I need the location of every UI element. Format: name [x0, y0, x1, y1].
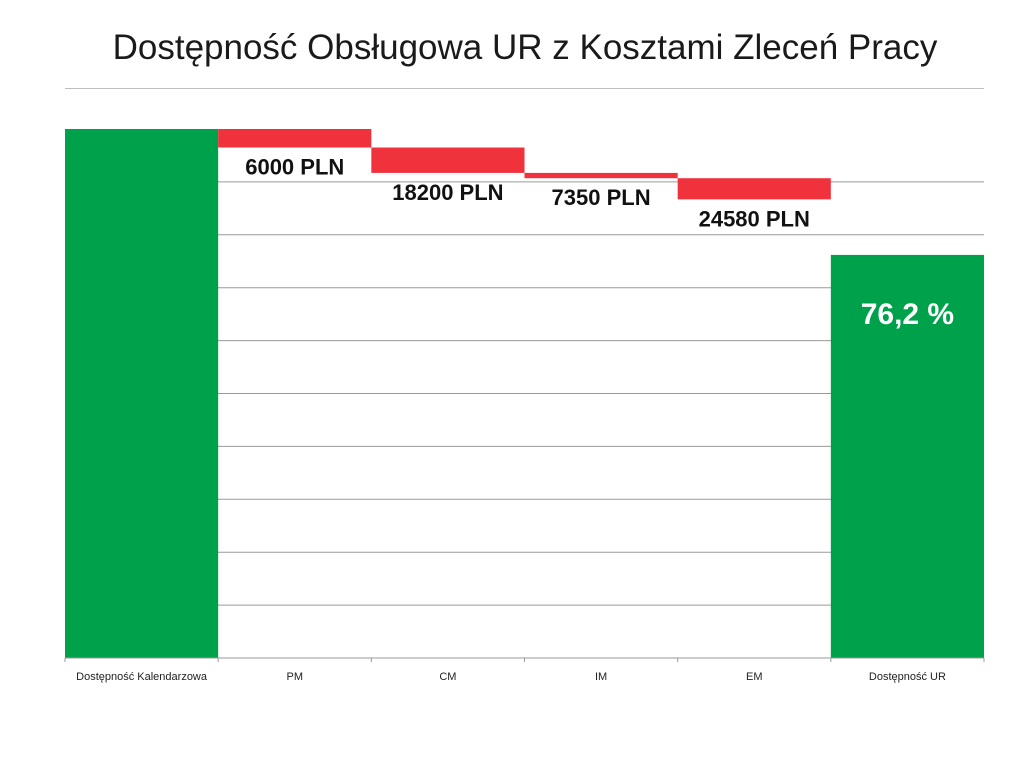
- data-label-em: 24580 PLN: [699, 206, 810, 231]
- data-labels: 6000 PLN 18200 PLN 7350 PLN 24580 PLN 76,2 %: [245, 155, 954, 331]
- data-label-im: 7350 PLN: [552, 185, 651, 210]
- data-label-pm: 6000 PLN: [245, 155, 344, 180]
- x-tick-label: IM: [595, 671, 607, 683]
- title-divider: [65, 88, 984, 89]
- bar-step-em: [677, 178, 831, 200]
- x-tick-label: CM: [439, 671, 456, 683]
- slide-title: Dostępność Obsługowa UR z Kosztami Zlece…: [112, 28, 938, 67]
- bar-step-pm: [218, 129, 372, 148]
- x-tick-label: Dostępność UR: [869, 671, 946, 683]
- bar-step-cm: [371, 147, 525, 173]
- bar-end-total: [830, 254, 984, 659]
- x-tick-label: PM: [287, 671, 304, 683]
- bar-start-total: [65, 129, 219, 658]
- x-axis: Dostępność Kalendarzowa PM CM IM EM Dostępnoś…: [64, 657, 985, 683]
- data-label-cm: 18200 PLN: [392, 180, 503, 205]
- x-tick-label: Dostępność Kalendarzowa: [76, 671, 208, 683]
- bars: [65, 129, 984, 659]
- bar-step-im: [524, 172, 678, 179]
- x-tick-label: EM: [746, 671, 763, 683]
- data-label-result: 76,2 %: [861, 298, 954, 331]
